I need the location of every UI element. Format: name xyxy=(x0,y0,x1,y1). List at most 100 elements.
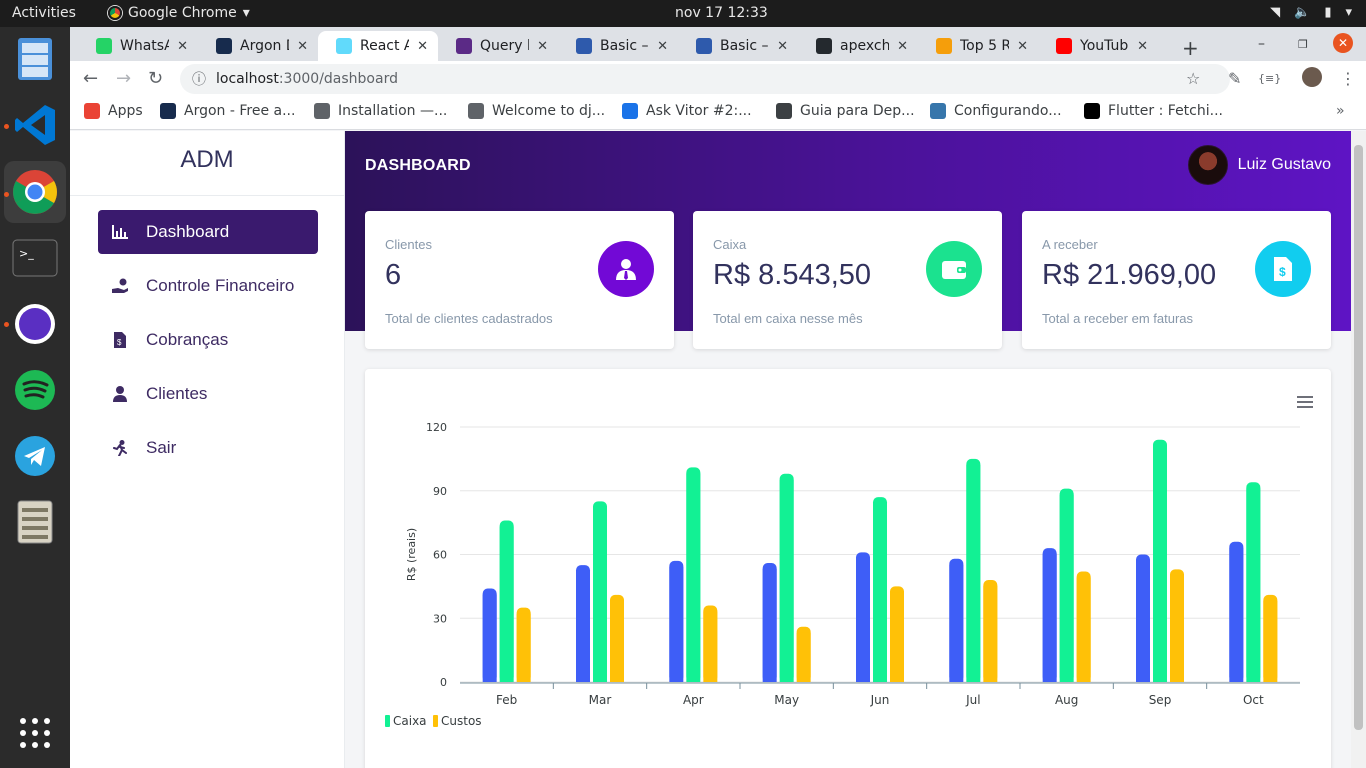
bookmark-item[interactable]: Configurando... xyxy=(930,103,1062,119)
browser-tab[interactable]: Top 5 React ✕ xyxy=(918,31,1038,61)
sidebar-item-dashboard[interactable]: Dashboard xyxy=(98,210,318,254)
system-tray[interactable]: ◥ 🔈 ▮ ▾ xyxy=(1270,5,1352,20)
url-path: :3000/dashboard xyxy=(278,71,398,87)
chrome-menu-icon[interactable]: ⋮ xyxy=(1340,69,1356,88)
dock-vscode[interactable] xyxy=(11,101,59,149)
bookmark-favicon-icon xyxy=(622,103,638,119)
minimize-button[interactable]: – xyxy=(1258,36,1265,52)
bookmark-favicon-icon xyxy=(160,103,176,119)
chart-menu-icon[interactable] xyxy=(1297,396,1313,411)
bar-base xyxy=(576,571,590,682)
browser-tab[interactable]: Query builder ✕ xyxy=(438,31,558,61)
tab-close-icon[interactable]: ✕ xyxy=(897,38,908,54)
tab-close-icon[interactable]: ✕ xyxy=(657,38,668,54)
sidebar-item-controle-financeiro[interactable]: Controle Financeiro xyxy=(98,264,318,308)
bar-base xyxy=(873,503,887,682)
dock-firefox[interactable] xyxy=(11,300,59,348)
sidebar-item-cobrancas[interactable]: $ Cobranças xyxy=(98,318,318,362)
volume-icon: 🔈 xyxy=(1294,5,1311,20)
browser-tab[interactable]: YouTube ✕ xyxy=(1038,31,1158,61)
card-label: Clientes xyxy=(385,237,432,252)
tab-close-icon[interactable]: ✕ xyxy=(1017,38,1028,54)
bar-base xyxy=(686,473,701,682)
activities-button[interactable]: Activities xyxy=(12,5,76,21)
browser-tab[interactable]: Argon Dashboard ✕ xyxy=(198,31,318,61)
page-scrollbar[interactable] xyxy=(1351,131,1366,768)
svg-text:$: $ xyxy=(1279,265,1286,279)
maximize-button[interactable]: ❐ xyxy=(1298,38,1308,51)
bookmark-label: Welcome to dj... xyxy=(492,103,606,119)
bookmark-item[interactable]: Flutter : Fetchi... xyxy=(1084,103,1223,119)
bookmark-label: Configurando... xyxy=(954,103,1062,119)
bar-base xyxy=(779,479,794,682)
legend-label: Caixa xyxy=(393,714,427,728)
bar-base xyxy=(593,507,607,682)
bookmark-item[interactable]: Installation —... xyxy=(314,103,447,119)
dock-files[interactable] xyxy=(11,35,59,83)
tab-favicon-icon xyxy=(336,38,352,54)
app-menu[interactable]: Google Chrome ▾ xyxy=(108,5,250,21)
bookmark-item[interactable]: Welcome to dj... xyxy=(468,103,605,119)
sidebar-item-sair[interactable]: Sair xyxy=(98,426,318,470)
new-tab-button[interactable]: + xyxy=(1182,36,1199,60)
dock-spotify[interactable] xyxy=(11,366,59,414)
user-menu[interactable]: Luiz Gustavo xyxy=(1187,145,1331,185)
card-footer: Total a receber em faturas xyxy=(1042,311,1194,326)
tab-close-icon[interactable]: ✕ xyxy=(777,38,788,54)
tab-label: React App xyxy=(360,38,410,54)
tab-close-icon[interactable]: ✕ xyxy=(1137,38,1148,54)
tab-favicon-icon xyxy=(816,38,832,54)
tab-favicon-icon xyxy=(216,38,232,54)
sidebar-item-label: Dashboard xyxy=(146,222,230,241)
bookmark-label: Apps xyxy=(108,103,143,119)
scrollbar-thumb[interactable] xyxy=(1354,145,1363,730)
bookmarks-bar: » Apps Argon - Free a... Installation —...… xyxy=(70,97,1366,130)
bookmark-item[interactable]: Ask Vitor #2:... xyxy=(622,103,752,119)
bookmark-item[interactable]: Guia para Dep... xyxy=(776,103,915,119)
tab-close-icon[interactable]: ✕ xyxy=(537,38,548,54)
tab-label: Argon Dashboard xyxy=(240,38,289,54)
dock-telegram[interactable] xyxy=(11,432,59,480)
tab-favicon-icon xyxy=(696,38,712,54)
user-name: Luiz Gustavo xyxy=(1237,156,1331,173)
dock-notes[interactable] xyxy=(11,498,59,546)
telegram-icon xyxy=(15,436,55,476)
browser-tab[interactable]: Basic – ApexCharts ✕ xyxy=(558,31,678,61)
bookmark-star-icon[interactable]: ☆ xyxy=(1186,69,1201,88)
reload-button[interactable]: ↻ xyxy=(148,68,164,89)
sidebar-item-clientes[interactable]: Clientes xyxy=(98,372,318,416)
card-value: R$ 8.543,50 xyxy=(713,259,872,291)
clock[interactable]: nov 17 12:33 xyxy=(675,5,768,21)
wifi-icon: ◥ xyxy=(1270,5,1281,20)
bar-base xyxy=(669,566,684,682)
sidebar-item-label: Clientes xyxy=(146,384,208,403)
browser-tab[interactable]: apexcharts ✕ xyxy=(798,31,918,61)
browser-tab[interactable]: WhatsApp ✕ xyxy=(78,31,198,61)
more-bookmarks-button[interactable]: » xyxy=(1336,103,1345,119)
bar-base xyxy=(1263,600,1278,682)
x-tick-label: Jun xyxy=(870,693,890,707)
chart-bar-icon xyxy=(112,224,128,240)
browser-tab[interactable]: Basic – ApexCharts ✕ xyxy=(678,31,798,61)
tab-close-icon[interactable]: ✕ xyxy=(297,38,308,54)
close-window-button[interactable]: ✕ xyxy=(1333,33,1353,53)
dock-chrome[interactable] xyxy=(4,161,66,223)
address-bar[interactable]: ⓘ localhost:3000/dashboard xyxy=(180,64,1230,94)
tab-close-icon[interactable]: ✕ xyxy=(177,38,188,54)
stat-card-caixa: Caixa R$ 8.543,50 Total em caixa nesse m… xyxy=(693,211,1002,349)
tab-close-icon[interactable]: ✕ xyxy=(417,38,428,54)
x-tick-label: Sep xyxy=(1149,693,1172,707)
extension-json-icon[interactable]: {≡} xyxy=(1258,72,1282,85)
browser-tab[interactable]: React App ✕ xyxy=(318,31,438,61)
extension-eyedropper-icon[interactable]: ✎ xyxy=(1228,69,1242,88)
show-applications-button[interactable] xyxy=(11,709,59,757)
bookmark-label: Guia para Dep... xyxy=(800,103,915,119)
dock-terminal[interactable]: >_ xyxy=(11,234,59,282)
bookmark-favicon-icon xyxy=(776,103,792,119)
forward-button[interactable]: → xyxy=(116,68,132,89)
file-cabinet-icon xyxy=(18,38,52,80)
bookmark-item[interactable]: Apps xyxy=(84,103,143,119)
bookmark-item[interactable]: Argon - Free a... xyxy=(160,103,295,119)
profile-avatar[interactable] xyxy=(1302,67,1322,87)
back-button[interactable]: ← xyxy=(83,68,99,89)
